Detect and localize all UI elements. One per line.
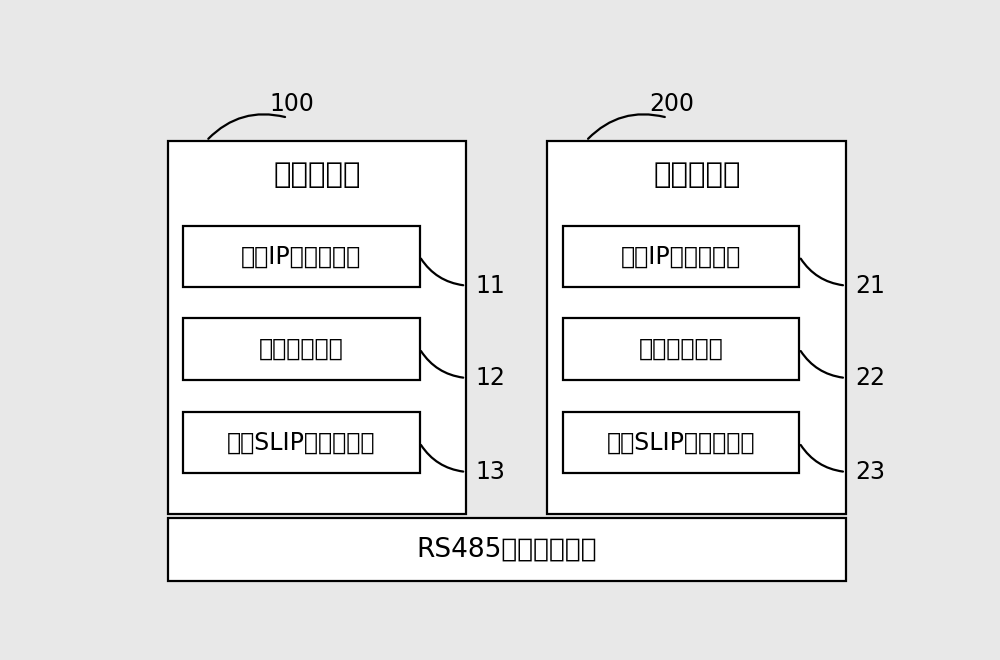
Bar (563, 226, 799, 287)
Text: 200: 200 (649, 92, 694, 116)
Bar (168, 518, 846, 581)
Text: RS485差分串行总线: RS485差分串行总线 (417, 537, 597, 562)
Bar (183, 318, 420, 380)
Text: 第一协议接口: 第一协议接口 (259, 337, 344, 361)
Bar (183, 226, 420, 287)
Text: 第一SLIP协议处理层: 第一SLIP协议处理层 (227, 430, 376, 455)
Text: 接收端模块: 接收端模块 (653, 162, 741, 189)
Text: 第二IP协议处理层: 第二IP协议处理层 (621, 244, 741, 269)
Text: 23: 23 (855, 460, 885, 484)
Text: 第二SLIP协议处理层: 第二SLIP协议处理层 (607, 430, 755, 455)
Text: 第一IP协议处理层: 第一IP协议处理层 (241, 244, 361, 269)
Text: 13: 13 (475, 460, 505, 484)
Text: 100: 100 (269, 92, 314, 116)
Text: 11: 11 (475, 273, 505, 298)
Text: 第二协议接口: 第二协议接口 (639, 337, 723, 361)
Text: 22: 22 (855, 366, 885, 390)
Bar (563, 412, 799, 473)
Bar (547, 141, 846, 514)
Bar (563, 318, 799, 380)
Bar (183, 412, 420, 473)
Bar (168, 141, 466, 514)
Text: 发送端模块: 发送端模块 (273, 162, 361, 189)
Text: 21: 21 (855, 273, 885, 298)
Text: 12: 12 (475, 366, 505, 390)
